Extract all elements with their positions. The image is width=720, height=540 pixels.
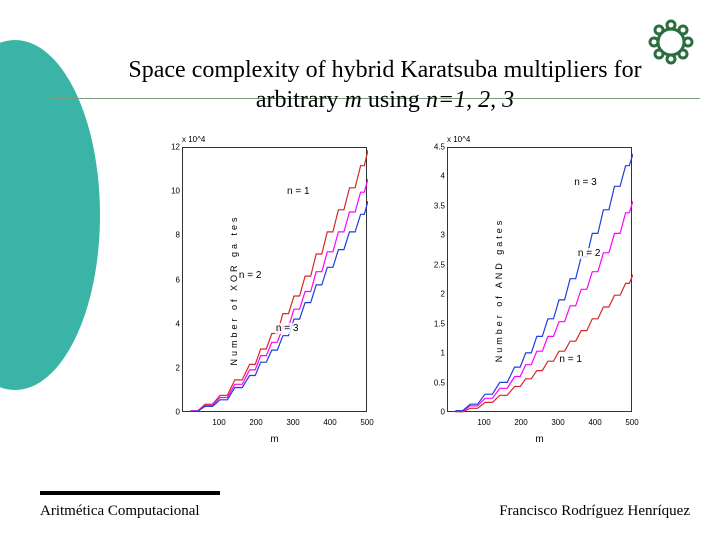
ytick: 4 <box>168 319 180 328</box>
ytick: 2 <box>168 363 180 372</box>
series-n2 <box>190 179 368 411</box>
ytick: 4.5 <box>433 143 445 152</box>
series-n2 <box>455 201 633 411</box>
ytick: 10 <box>168 187 180 196</box>
xtick: 200 <box>514 418 527 427</box>
series-n1 <box>455 275 633 412</box>
ytick: 3.5 <box>433 201 445 210</box>
ytick: 8 <box>168 231 180 240</box>
title-line2-pre: arbitrary <box>256 87 345 113</box>
series-annotation: n = 1 <box>286 186 311 197</box>
ytick: 0 <box>433 408 445 417</box>
footer-author: Francisco Rodríguez Henríquez <box>499 503 690 520</box>
ytick: 6 <box>168 275 180 284</box>
title-m: m <box>345 87 362 113</box>
and-plot-area: n = 3 n = 2 n = 1 <box>447 147 632 412</box>
ytick: 3 <box>433 231 445 240</box>
xor-chart: x 10^4 Number of XOR ga tes n = 1n = 2n … <box>138 135 383 445</box>
xtick: 300 <box>286 418 299 427</box>
footer-course: Aritmética Computacional <box>40 503 200 520</box>
ytick: 2.5 <box>433 260 445 269</box>
series-annotation: n = 2 <box>577 248 602 259</box>
title-n-expr: n=1, 2, 3 <box>426 87 514 113</box>
and-svg <box>448 148 633 413</box>
xtick: 500 <box>625 418 638 427</box>
series-annotation: n = 3 <box>573 177 598 188</box>
xtick: 500 <box>360 418 373 427</box>
ytick: 1.5 <box>433 319 445 328</box>
ytick: 0.5 <box>433 378 445 387</box>
xtick: 400 <box>588 418 601 427</box>
page-title: Space complexity of hybrid Karatsuba mul… <box>80 55 690 115</box>
xtick: 200 <box>249 418 262 427</box>
xor-xlabel: m <box>182 434 367 445</box>
title-line1: Space complexity of hybrid Karatsuba mul… <box>128 57 641 83</box>
xtick: 300 <box>551 418 564 427</box>
footer-rule <box>40 491 220 495</box>
title-mid: using <box>362 87 426 113</box>
and-xlabel: m <box>447 434 632 445</box>
series-n1 <box>190 150 368 411</box>
xtick: 100 <box>212 418 225 427</box>
ytick: 12 <box>168 143 180 152</box>
xtick: 100 <box>477 418 490 427</box>
series-annotation: n = 2 <box>238 270 263 281</box>
and-chart: x 10^4 Number of AND gates n = 3n = 2n =… <box>403 135 648 445</box>
ytick: 2 <box>433 290 445 299</box>
ytick: 4 <box>433 172 445 181</box>
charts-container: x 10^4 Number of XOR ga tes n = 1n = 2n … <box>138 135 648 445</box>
series-n3 <box>190 201 368 411</box>
xor-exponent: x 10^4 <box>182 135 205 144</box>
series-annotation: n = 3 <box>275 323 300 334</box>
ytick: 0 <box>168 408 180 417</box>
xtick: 400 <box>323 418 336 427</box>
series-n3 <box>455 154 633 411</box>
series-annotation: n = 1 <box>558 354 583 365</box>
ytick: 1 <box>433 349 445 358</box>
and-exponent: x 10^4 <box>447 135 470 144</box>
xor-plot-area: n = 1 n = 2 n = 3 <box>182 147 367 412</box>
xor-svg <box>183 148 368 413</box>
